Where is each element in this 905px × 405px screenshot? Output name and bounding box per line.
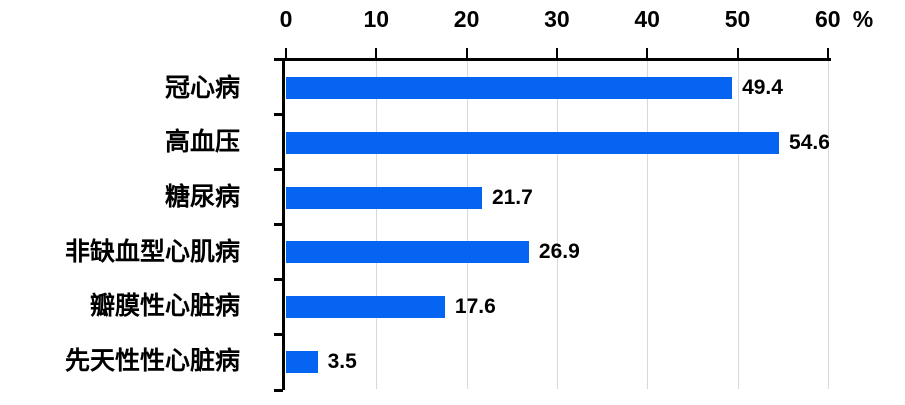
y-axis-tick-mark <box>274 112 283 116</box>
x-axis-tick-label: 60 <box>815 6 841 32</box>
bar <box>286 350 318 373</box>
value-label: 21.7 <box>491 185 533 209</box>
value-label: 54.6 <box>789 131 830 154</box>
x-axis-tick-mark <box>555 48 558 58</box>
x-axis-tick-mark <box>465 48 468 58</box>
x-axis-tick-label: 10 <box>363 6 390 32</box>
y-axis-tick-mark <box>274 167 283 171</box>
value-label: 3.5 <box>327 349 357 373</box>
gridline <box>466 61 468 389</box>
gridline <box>376 61 378 389</box>
category-label: 高血压 <box>164 128 240 157</box>
x-axis-tick-label: 40 <box>634 6 660 32</box>
x-axis-tick-mark <box>736 48 739 58</box>
bar <box>286 132 780 154</box>
x-axis-tick-mark <box>826 48 829 58</box>
bar <box>286 186 482 209</box>
x-axis-tick-label: 50 <box>724 6 751 32</box>
y-axis-tick-mark <box>274 223 283 226</box>
category-label: 先天性性心脏病 <box>64 347 240 376</box>
y-axis-tick-mark <box>274 333 283 337</box>
gridline <box>827 61 829 389</box>
value-label: 17.6 <box>454 295 496 318</box>
bar <box>286 77 733 100</box>
x-axis-tick-label: 0 <box>279 6 293 32</box>
category-label: 冠心病 <box>164 73 240 102</box>
category-label: 糖尿病 <box>164 183 240 212</box>
gridline <box>737 61 739 389</box>
y-axis-line <box>282 58 285 390</box>
y-axis-tick-mark <box>274 388 283 392</box>
gridline <box>647 61 649 389</box>
x-axis-tick-mark <box>375 48 378 58</box>
bar <box>286 241 529 264</box>
category-label: 非缺血型心肌病 <box>64 237 240 266</box>
value-label: 26.9 <box>538 240 580 264</box>
y-axis-tick-mark <box>274 57 283 61</box>
category-label: 瓣膜性心脏病 <box>89 292 240 321</box>
y-axis-tick-mark <box>274 278 283 282</box>
value-label: 49.4 <box>742 76 783 100</box>
x-axis-line <box>281 58 831 61</box>
x-axis-tick-mark <box>646 48 649 58</box>
x-axis-tick-mark <box>285 48 287 58</box>
x-axis-tick-label: 20 <box>453 6 480 32</box>
x-axis-tick-label: 30 <box>544 6 570 32</box>
x-axis-unit-label: % <box>852 6 874 32</box>
gridline <box>556 61 558 389</box>
bar <box>286 296 445 318</box>
